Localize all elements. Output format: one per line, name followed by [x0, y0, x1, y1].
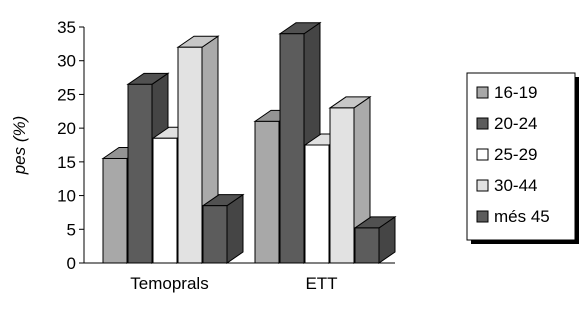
legend-swatch — [476, 148, 489, 161]
bar-front — [279, 33, 305, 264]
bar-side — [226, 193, 244, 264]
y-tick-label: 35 — [57, 18, 76, 37]
legend-label: 25-29 — [494, 145, 537, 164]
legend-label: més 45 — [494, 207, 550, 226]
bar-front — [354, 227, 380, 264]
legend-label: 20-24 — [494, 114, 537, 133]
bar-front — [202, 205, 228, 264]
y-tick-label: 20 — [57, 119, 76, 138]
legend-swatch — [476, 86, 489, 99]
bar-front — [102, 157, 128, 264]
x-category-label: ETT — [305, 274, 337, 293]
y-tick-label: 5 — [67, 220, 76, 239]
labels-layer: 0 5 10 15 20 25 30 35 pes (%) Temoprals ETT — [10, 18, 338, 293]
legend: 16-19 20-24 25-29 30-44 més 45 — [466, 72, 579, 244]
bars-layer — [101, 21, 397, 264]
bar-front — [254, 120, 280, 264]
y-tick-label: 10 — [57, 187, 76, 206]
bar-front — [329, 107, 355, 264]
x-category-label: Temoprals — [130, 274, 208, 293]
legend-swatch — [476, 210, 489, 223]
y-tick-label: 25 — [57, 85, 76, 104]
legend-swatch — [476, 179, 489, 192]
bar-front — [177, 46, 203, 264]
y-tick-label: 0 — [67, 254, 76, 273]
y-axis-label: pes (%) — [10, 116, 29, 176]
bar-front — [127, 83, 153, 264]
legend-label: 16-19 — [494, 83, 537, 102]
legend-swatch — [476, 117, 489, 130]
y-tick-label: 30 — [57, 52, 76, 71]
legend-label: 30-44 — [494, 176, 537, 195]
bar — [201, 193, 245, 264]
bar-front — [152, 137, 178, 264]
y-tick-label: 15 — [57, 153, 76, 172]
bar-front — [304, 144, 330, 264]
bar — [353, 215, 397, 264]
